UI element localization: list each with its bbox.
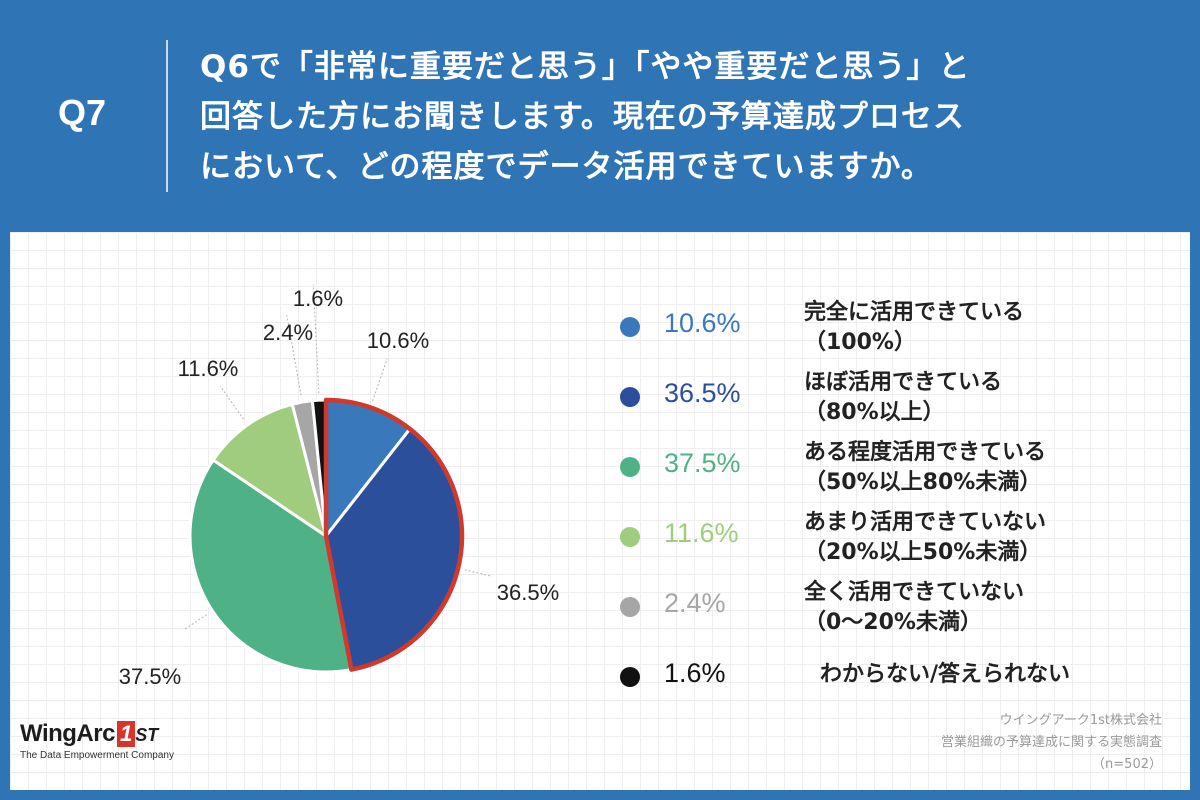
legend-percentage: 11.6%: [664, 518, 739, 548]
legend-percentage: 1.6%: [664, 658, 726, 688]
legend-percentage: 37.5%: [664, 448, 741, 478]
leader-line: [464, 569, 492, 577]
leader-line: [286, 314, 302, 396]
legend-label: ある程度活用できている （50%以上80%未満）: [804, 438, 1046, 498]
legend-label-line: わからない/答えられない: [820, 662, 1071, 687]
legend-label-line: （0〜20%未満）: [804, 610, 982, 635]
legend-marker: [620, 387, 640, 407]
header-divider: [166, 40, 168, 192]
question-id: Q7: [58, 92, 107, 133]
legend-label-line: （20%以上50%未満）: [804, 540, 1042, 565]
legend-marker: [620, 457, 640, 477]
legend-marker: [620, 667, 640, 687]
question-line: Q6で「非常に重要だと思う」「やや重要だと思う」と: [200, 49, 971, 85]
logo-badge: 1: [116, 721, 136, 747]
leader-line: [219, 385, 245, 420]
legend-percentage: 2.4%: [664, 588, 726, 618]
legend-label-line: 完全に活用できている: [804, 300, 1025, 325]
slice-label: 36.5%: [497, 580, 559, 605]
source-sample-size: （n=502）: [1092, 757, 1162, 772]
legend-label: ほぼ活用できている （80%以上）: [804, 368, 1002, 428]
leader-line: [183, 614, 208, 631]
legend-label-line: （100%）: [804, 330, 916, 355]
legend-label: 完全に活用できている （100%）: [804, 298, 1024, 358]
legend-label-line: ほぼ活用できている: [804, 370, 1003, 395]
legend-label-line: （80%以上）: [804, 400, 945, 425]
company-logo: WingArc 1 ST The Data Empowerment Company: [20, 720, 174, 761]
leader-line: [372, 358, 388, 402]
slice-label: 10.6%: [367, 328, 429, 353]
highlight-outline: [323, 397, 465, 672]
pie-slice: [188, 457, 354, 674]
legend-marker: [620, 317, 640, 337]
question-line: において、どの程度でデータ活用できていますか。: [200, 149, 933, 185]
legend-percentage: 10.6%: [664, 308, 741, 338]
legend-percentage: 36.5%: [664, 378, 741, 408]
slice-label: 2.4%: [263, 320, 313, 345]
source-note: ウイングアーク1st株式会社 営業組織の予算達成に関する実態調査 （n=502）: [941, 710, 1162, 776]
header: Q7 Q6で「非常に重要だと思う」「やや重要だと思う」と 回答した方にお聞きしま…: [0, 0, 1200, 232]
question-line: 回答した方にお聞きします。現在の予算達成プロセス: [200, 99, 965, 135]
question-text: Q6で「非常に重要だと思う」「やや重要だと思う」と 回答した方にお聞きします。現…: [200, 42, 1160, 192]
logo-tagline: The Data Empowerment Company: [20, 750, 174, 761]
pie-slice: [211, 402, 329, 540]
slice-label: 1.6%: [293, 286, 343, 311]
logo-suffix: ST: [135, 725, 159, 745]
legend-marker: [620, 597, 640, 617]
legend-label-line: ある程度活用できている: [804, 440, 1047, 465]
source-company: ウイングアーク1st株式会社: [999, 713, 1162, 728]
logo-name: WingArc: [20, 720, 115, 747]
slice-label: 11.6%: [178, 356, 239, 381]
source-survey: 営業組織の予算達成に関する実態調査: [940, 735, 1162, 750]
legend-label-line: 全く活用できていない: [804, 580, 1025, 605]
legend-label: わからない/答えられない: [820, 660, 1070, 690]
legend-marker: [620, 527, 640, 547]
legend-label-line: あまり活用できていない: [804, 510, 1047, 535]
legend-label-line: （50%以上80%未満）: [804, 470, 1042, 495]
slice-label: 37.5%: [119, 664, 181, 689]
legend-label: 全く活用できていない （0〜20%未満）: [804, 578, 1024, 638]
legend-label: あまり活用できていない （20%以上50%未満）: [804, 508, 1046, 568]
